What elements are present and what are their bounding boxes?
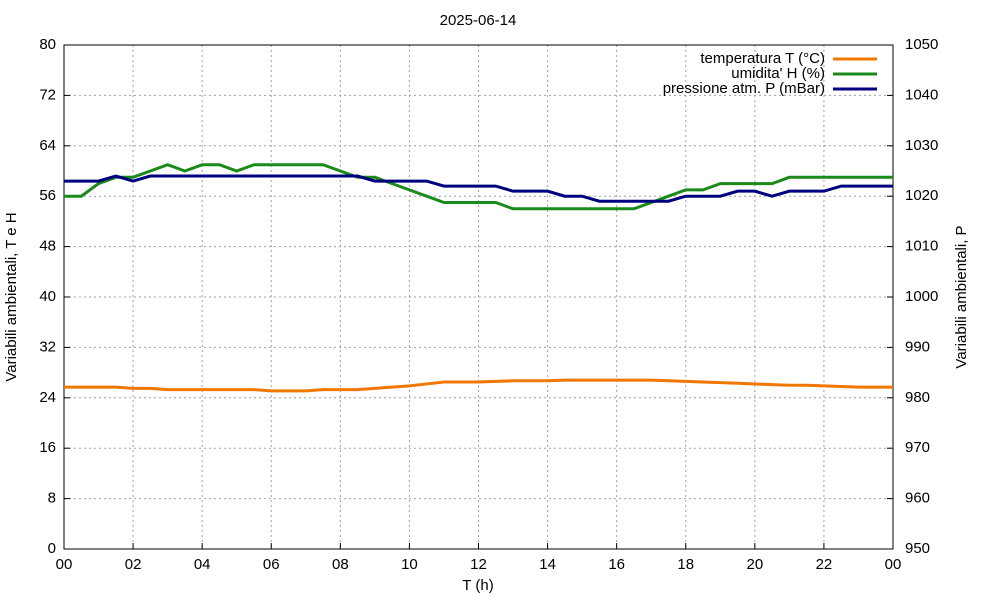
chart-title: 2025-06-14 <box>440 12 517 29</box>
x-tick-label: 06 <box>263 556 280 573</box>
x-tick-label: 00 <box>56 556 73 573</box>
y-tick-label: 16 <box>39 439 56 456</box>
x-tick-label: 10 <box>401 556 418 573</box>
y-axis-label: Variabili ambientali, T e H <box>3 212 20 381</box>
plot-frame <box>63 44 894 550</box>
y-tick-label: 56 <box>39 187 56 204</box>
series-line <box>64 378 893 393</box>
legend-label: umidita' H (%) <box>731 65 825 82</box>
legend-label: temperatura T (°C) <box>700 50 825 67</box>
y2-tick-label: 960 <box>905 490 930 507</box>
x-tick-label: 20 <box>746 556 763 573</box>
y2-tick-label: 1030 <box>905 137 938 154</box>
x-tick-label: 18 <box>677 556 694 573</box>
y2-tick-label: 980 <box>905 389 930 406</box>
x-tick-label: 00 <box>885 556 902 573</box>
x-tick-label: 02 <box>125 556 142 573</box>
y2-tick-label: 950 <box>905 540 930 557</box>
y-tick-label: 48 <box>39 238 56 255</box>
y-tick-label: 24 <box>39 389 56 406</box>
series-line <box>64 163 893 211</box>
x-tick-label: 08 <box>332 556 349 573</box>
y2-tick-label: 1040 <box>905 86 938 103</box>
y-tick-label: 64 <box>39 137 56 154</box>
y-tick-label: 32 <box>39 338 56 355</box>
y-tick-label: 80 <box>39 36 56 53</box>
x-tick-label: 12 <box>470 556 487 573</box>
y2-tick-label: 1020 <box>905 187 938 204</box>
series-line <box>64 174 893 203</box>
y2-tick-label: 1010 <box>905 238 938 255</box>
y2-axis-label: Variabili ambientali, P <box>953 225 970 368</box>
x-axis-label: T (h) <box>462 577 493 594</box>
x-tick-label: 04 <box>194 556 211 573</box>
y-tick-label: 40 <box>39 288 56 305</box>
y-tick-label: 0 <box>48 540 56 557</box>
y2-tick-label: 1050 <box>905 36 938 53</box>
x-tick-label: 22 <box>816 556 833 573</box>
y2-tick-label: 1000 <box>905 288 938 305</box>
x-tick-label: 14 <box>539 556 556 573</box>
y2-tick-label: 970 <box>905 439 930 456</box>
y-tick-label: 8 <box>48 490 56 507</box>
x-tick-label: 16 <box>608 556 625 573</box>
legend-label: pressione atm. P (mBar) <box>663 80 825 97</box>
y2-tick-label: 990 <box>905 338 930 355</box>
y-tick-label: 72 <box>39 86 56 103</box>
